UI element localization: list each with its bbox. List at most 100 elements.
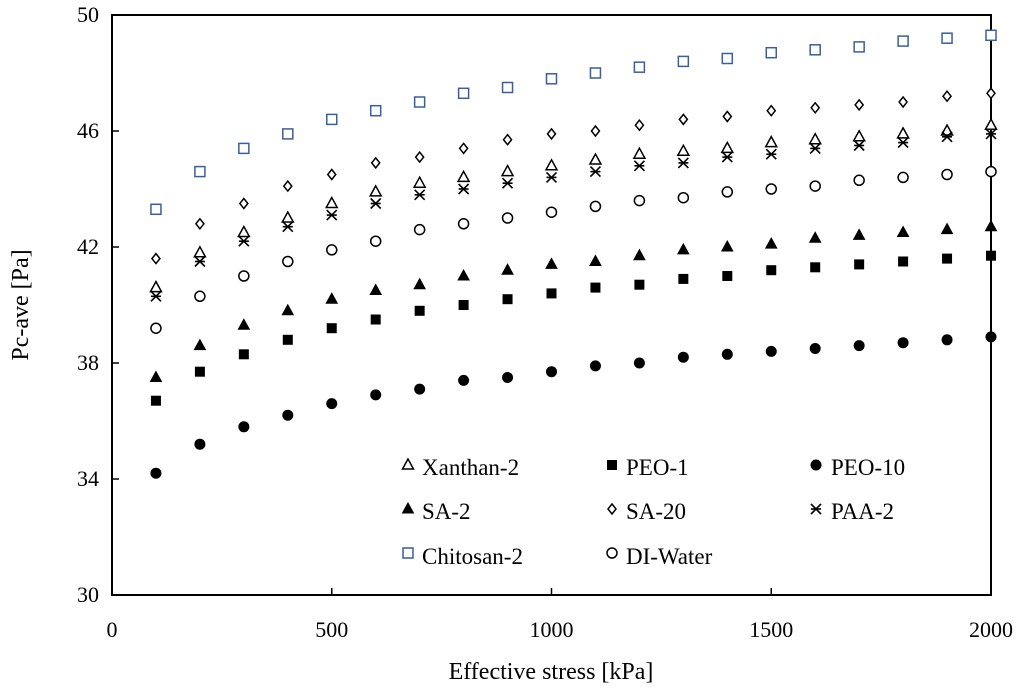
point-sa-2 bbox=[545, 257, 558, 269]
y-tick-label: 30 bbox=[77, 582, 99, 607]
series-sa-20 bbox=[150, 87, 996, 265]
point-chitosan-2 bbox=[941, 32, 953, 44]
point-xanthan-2 bbox=[368, 184, 383, 197]
point-sa-2 bbox=[984, 219, 998, 232]
point-sa-2 bbox=[677, 242, 690, 255]
x-tick-label: 1500 bbox=[749, 617, 793, 642]
point-peo-1 bbox=[942, 253, 953, 264]
point-xanthan-2 bbox=[456, 169, 471, 183]
point-sa-2 bbox=[457, 268, 470, 281]
point-sa-2 bbox=[193, 338, 207, 351]
point-sa-2 bbox=[940, 222, 954, 235]
legend-symbol-peo-10 bbox=[810, 459, 822, 471]
point-sa-20 bbox=[854, 98, 865, 112]
point-sa-2 bbox=[149, 370, 163, 382]
point-chitosan-2 bbox=[369, 104, 382, 117]
point-peo-10 bbox=[809, 343, 821, 354]
point-peo-10 bbox=[677, 351, 689, 363]
point-paa-2 bbox=[326, 209, 338, 221]
point-xanthan-2 bbox=[896, 126, 910, 139]
point-paa-2 bbox=[370, 197, 382, 210]
point-sa-20 bbox=[722, 110, 733, 123]
point-sa-20 bbox=[458, 142, 469, 155]
point-peo-10 bbox=[721, 348, 733, 360]
point-sa-2 bbox=[281, 303, 295, 316]
point-di-water bbox=[545, 206, 558, 218]
legend-label-peo-10: PEO-10 bbox=[831, 455, 905, 480]
point-chitosan-2 bbox=[853, 41, 865, 53]
point-peo-1 bbox=[150, 395, 161, 406]
point-peo-1 bbox=[414, 305, 425, 316]
point-chitosan-2 bbox=[238, 142, 250, 155]
legend-label-sa-20: SA-20 bbox=[626, 499, 686, 524]
point-peo-1 bbox=[678, 273, 689, 284]
point-di-water bbox=[589, 200, 602, 213]
point-chitosan-2 bbox=[897, 35, 909, 47]
point-chitosan-2 bbox=[809, 44, 821, 56]
y-tick-label: 34 bbox=[77, 466, 99, 491]
point-peo-1 bbox=[282, 334, 293, 345]
legend-label-di-water: DI-Water bbox=[626, 544, 713, 569]
point-sa-2 bbox=[589, 254, 602, 266]
point-chitosan-2 bbox=[677, 55, 690, 68]
point-sa-20 bbox=[678, 113, 689, 126]
series-xanthan-2 bbox=[149, 117, 998, 293]
point-chitosan-2 bbox=[589, 67, 602, 79]
point-peo-10 bbox=[150, 467, 162, 479]
legend-label-chitosan-2: Chitosan-2 bbox=[422, 544, 523, 569]
point-paa-2 bbox=[282, 221, 294, 233]
point-chitosan-2 bbox=[545, 73, 558, 85]
point-paa-2 bbox=[897, 137, 909, 149]
point-peo-1 bbox=[766, 265, 777, 276]
point-peo-1 bbox=[370, 314, 381, 325]
point-sa-2 bbox=[413, 277, 426, 290]
point-sa-20 bbox=[370, 156, 381, 170]
point-xanthan-2 bbox=[808, 132, 822, 145]
point-sa-20 bbox=[150, 252, 161, 265]
legend-symbol-sa-2 bbox=[401, 501, 415, 514]
point-di-water bbox=[194, 290, 206, 303]
point-chitosan-2 bbox=[765, 46, 777, 59]
y-tick-label: 38 bbox=[77, 350, 99, 375]
point-peo-10 bbox=[985, 331, 997, 343]
point-sa-2 bbox=[808, 231, 822, 243]
point-sa-2 bbox=[237, 318, 251, 330]
point-paa-2 bbox=[721, 151, 733, 163]
legend-label-xanthan-2: Xanthan-2 bbox=[422, 455, 519, 480]
point-di-water bbox=[369, 235, 382, 247]
point-sa-20 bbox=[326, 168, 337, 181]
point-sa-20 bbox=[546, 127, 557, 141]
point-peo-1 bbox=[326, 323, 337, 334]
point-di-water bbox=[677, 191, 690, 204]
point-sa-20 bbox=[194, 217, 205, 231]
point-sa-2 bbox=[896, 225, 910, 237]
point-peo-1 bbox=[810, 262, 821, 273]
y-axis-label: Pc-ave [Pa] bbox=[8, 249, 34, 360]
point-sa-20 bbox=[238, 197, 249, 210]
point-peo-1 bbox=[634, 279, 645, 290]
y-tick-label: 50 bbox=[77, 2, 99, 27]
point-sa-20 bbox=[414, 150, 425, 164]
point-paa-2 bbox=[194, 255, 206, 268]
point-peo-10 bbox=[633, 357, 645, 369]
point-chitosan-2 bbox=[633, 61, 646, 73]
point-di-water bbox=[941, 168, 953, 181]
point-di-water bbox=[633, 194, 646, 207]
legend-symbol-peo-1 bbox=[607, 460, 617, 470]
point-paa-2 bbox=[765, 148, 777, 160]
x-axis-ticks: 0 500 1000 1500 2000 bbox=[107, 588, 1013, 642]
point-chitosan-2 bbox=[457, 87, 470, 100]
point-paa-2 bbox=[545, 171, 558, 183]
point-xanthan-2 bbox=[852, 129, 866, 142]
point-peo-1 bbox=[898, 256, 909, 267]
point-paa-2 bbox=[238, 235, 250, 247]
point-paa-2 bbox=[414, 189, 426, 201]
point-xanthan-2 bbox=[149, 280, 163, 293]
point-paa-2 bbox=[985, 128, 997, 140]
point-peo-10 bbox=[941, 334, 953, 346]
point-peo-10 bbox=[282, 409, 294, 421]
point-sa-20 bbox=[502, 133, 513, 146]
point-peo-1 bbox=[722, 271, 733, 281]
point-di-water bbox=[721, 186, 734, 198]
legend-marker-sa-20 bbox=[607, 502, 617, 516]
